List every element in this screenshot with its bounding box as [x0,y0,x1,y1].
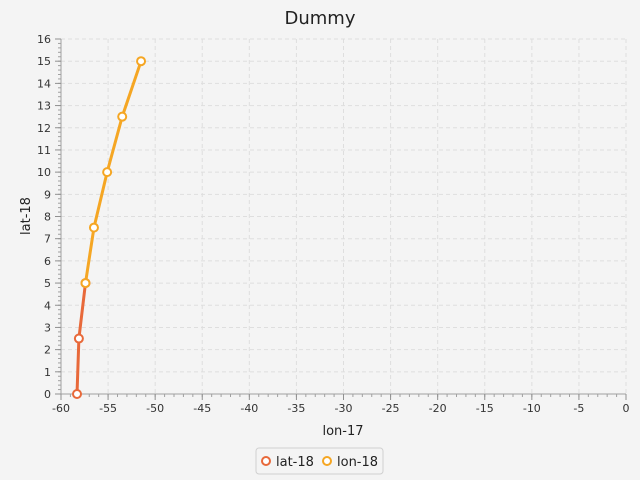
y-tick-label: 13 [37,100,51,113]
data-point-lon-18 [88,222,99,233]
y-axis-label: lat-18 [19,197,34,235]
x-axis-label: lon-17 [322,424,363,439]
y-tick-label: 3 [44,321,51,334]
y-tick-label: 12 [37,122,51,135]
y-tick-label: 1 [44,366,51,379]
legend-label-lon-18: lon-18 [337,455,378,470]
legend-marker-lon-18 [322,456,332,466]
legend-label-lat-18: lat-18 [276,455,314,470]
y-tick-label: 8 [44,211,51,224]
data-point-lon-18 [80,278,91,289]
x-tick-label: -30 [335,402,353,415]
y-tick-label: 0 [44,388,51,401]
y-tick-label: 11 [37,144,51,157]
legend: lat-18 lon-18 [255,447,384,475]
legend-marker-lat-18 [261,456,271,466]
y-tick-label: 14 [37,77,51,90]
y-tick-label: 7 [44,233,51,246]
y-tick-label: 15 [37,55,51,68]
chart-title: Dummy [285,8,356,29]
x-tick-label: -55 [99,402,117,415]
x-tick-label: -35 [287,402,305,415]
grid-lines [61,38,627,394]
x-tick-label: -60 [52,402,70,415]
y-tick-label: 2 [44,344,51,357]
series-layer [72,56,147,399]
y-tick-label: 4 [44,299,51,312]
data-point-lat-18 [72,389,83,399]
y-tick-label: 16 [37,33,51,46]
ticks: -60 -55 -50 -45 -40 -35 -30 -25 -20 -15 -10 -5 00123… [37,33,630,415]
x-tick-label: 0 [623,402,630,415]
x-tick-label: -45 [193,402,211,415]
data-point-lon-18 [102,167,113,178]
legend-box [255,447,384,475]
y-tick-label: 9 [44,188,51,201]
x-tick-label: -10 [523,402,541,415]
x-tick-label: -50 [146,402,164,415]
data-point-lon-18 [136,56,147,67]
data-point-lat-18 [73,333,84,344]
x-tick-label: -5 [573,402,584,415]
y-tick-label: 5 [44,277,51,290]
x-tick-label: -20 [429,402,447,415]
x-tick-label: -15 [476,402,494,415]
x-tick-label: -25 [382,402,400,415]
y-tick-label: 10 [37,166,51,179]
x-tick-label: -40 [240,402,258,415]
y-tick-label: 6 [44,255,51,268]
data-point-lon-18 [117,111,128,122]
